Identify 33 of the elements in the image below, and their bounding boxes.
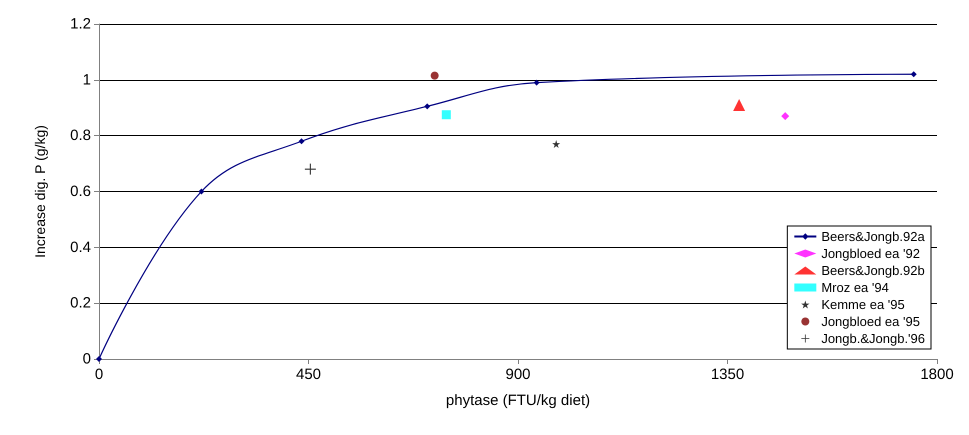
x-tick-label: 1800 <box>920 366 954 383</box>
y-axis-title: Increase dig. P (g/kg) <box>32 125 48 258</box>
point <box>424 103 430 110</box>
legend-label: Beers&Jongb.92b <box>821 263 925 278</box>
y-tick-label: 0.8 <box>70 127 91 144</box>
point <box>910 71 917 78</box>
point <box>198 188 204 194</box>
y-tick-label: 0.4 <box>70 238 91 256</box>
point <box>298 138 305 144</box>
x-axis-title: phytase (FTU/kg diet) <box>446 392 590 409</box>
y-tick-label: 1.2 <box>70 16 91 32</box>
point <box>781 112 790 120</box>
x-tick-label: 450 <box>296 366 322 383</box>
legend-label: Kemme ea '95 <box>821 297 905 312</box>
y-tick-label: 0.6 <box>70 183 91 200</box>
legend-label: Beers&Jongb.92a <box>821 229 926 244</box>
point <box>442 110 451 120</box>
legend-label: Mroz ea '94 <box>821 280 889 295</box>
legend-label: Jongb.&Jongb.'96 <box>821 331 926 346</box>
y-tick-label: 1 <box>82 71 91 88</box>
legend-label: Jongbloed ea '95 <box>821 314 920 329</box>
point <box>552 140 560 148</box>
legend-label: Jongbloed ea '92 <box>821 246 920 261</box>
point <box>304 164 316 175</box>
point <box>534 80 540 86</box>
y-tick-label: 0 <box>82 350 91 368</box>
y-tick-label: 0.2 <box>70 294 91 312</box>
x-tick-label: 0 <box>94 366 104 383</box>
x-tick-label: 1350 <box>710 366 744 383</box>
point <box>430 72 439 80</box>
point <box>733 98 746 111</box>
point <box>96 356 102 362</box>
x-tick-label: 900 <box>505 366 531 383</box>
